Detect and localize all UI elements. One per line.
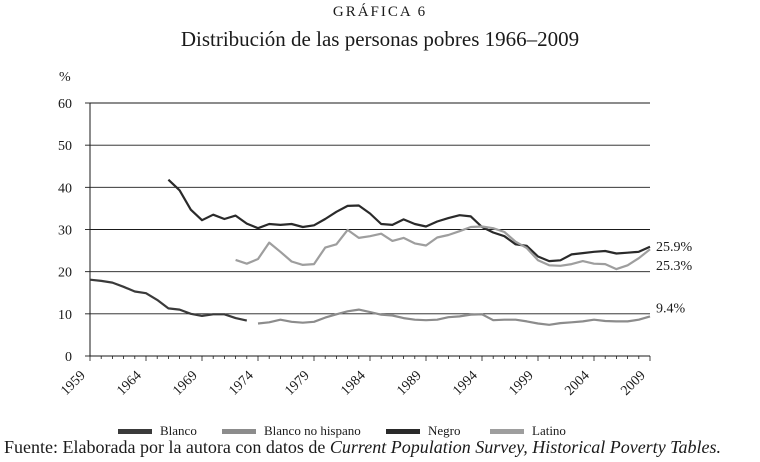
figure-label: GRÁFICA 6 [332, 4, 428, 20]
source-prefix: Fuente: Elaborada por la autora con dato… [4, 437, 330, 457]
legend-swatch-negro [386, 428, 420, 434]
y-tick-label-50: 50 [58, 139, 72, 154]
legend-swatch-blanco-no-hispano [222, 428, 256, 434]
end-annotations: 25.9% 25.3% 9.4% [656, 240, 693, 317]
x-tick-label-1989: 1989 [394, 368, 424, 398]
legend-label-negro: Negro [428, 423, 461, 438]
source-emphasis: Current Population Survey, Historical Po… [329, 437, 722, 457]
x-tick-label-1964: 1964 [114, 368, 144, 398]
x-tick-label-2009: 2009 [618, 368, 648, 398]
x-tick-label-1984: 1984 [338, 368, 368, 398]
gridlines [90, 102, 650, 357]
legend-item-blanco-no-hispano: Blanco no hispano [222, 423, 361, 439]
end-label-2: 9.4% [656, 301, 686, 316]
end-label-0: 25.9% [656, 240, 693, 255]
legend-label-latino: Latino [532, 423, 566, 438]
series-line-negro [167, 178, 651, 263]
series-line-blanco [89, 278, 248, 322]
y-tick-label-60: 60 [58, 97, 72, 112]
end-label-1: 25.3% [656, 259, 693, 274]
legend-label-blanco: Blanco [160, 423, 197, 438]
legend: Blanco Blanco no hispano Negro Latino [0, 423, 760, 443]
chart-title: Distribución de las personas pobres 1966… [180, 27, 580, 51]
series-lines [89, 178, 651, 326]
x-tick-label-1994: 1994 [450, 368, 480, 398]
x-tick-label-2004: 2004 [562, 368, 592, 398]
legend-swatch-blanco [118, 428, 152, 434]
y-tick-label-10: 10 [58, 308, 72, 323]
y-tick-label-40: 40 [58, 181, 72, 196]
source-note: Fuente: Elaborada por la autora con dato… [4, 437, 721, 458]
legend-item-blanco: Blanco [118, 423, 197, 439]
y-tick-label-0: 0 [65, 350, 72, 365]
legend-item-latino: Latino [490, 423, 566, 439]
legend-label-blanco-no-hispano: Blanco no hispano [264, 423, 361, 438]
x-tick-label-1974: 1974 [226, 368, 256, 398]
x-tick-label-1959: 1959 [58, 368, 88, 398]
legend-swatch-latino [490, 428, 524, 434]
x-tick-label-1969: 1969 [170, 368, 200, 398]
y-axis-label: % [59, 70, 71, 85]
x-tick-label-1999: 1999 [506, 368, 536, 398]
series-line-latino [235, 225, 651, 271]
y-tick-label-30: 30 [58, 224, 72, 239]
x-tick-label-1979: 1979 [282, 368, 312, 398]
legend-item-negro: Negro [386, 423, 461, 439]
series-line-blanco-no-hispano [257, 308, 651, 326]
y-tick-label-20: 20 [58, 266, 72, 281]
